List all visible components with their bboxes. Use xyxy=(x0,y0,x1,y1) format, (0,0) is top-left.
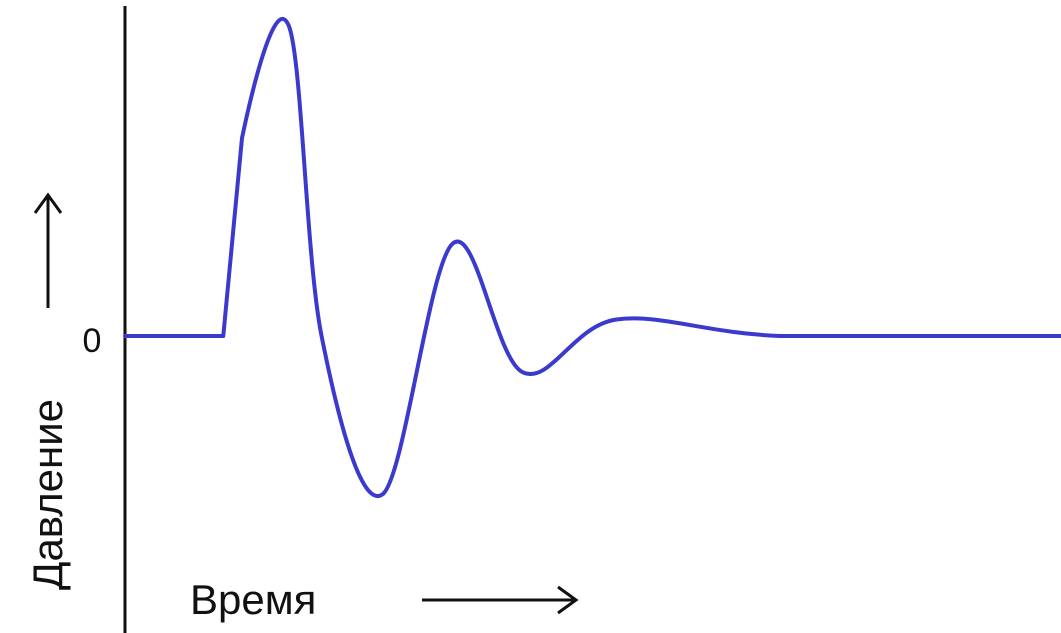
y-axis-arrow-icon xyxy=(33,192,63,308)
x-axis-label: Время xyxy=(190,576,316,623)
y-tick-label-0: 0 xyxy=(83,322,102,360)
series-line xyxy=(123,16,1061,498)
x-axis-arrow-icon xyxy=(422,585,579,615)
y-axis-label: Давление xyxy=(24,399,71,590)
y-axis-label-group: Давление xyxy=(24,192,71,590)
